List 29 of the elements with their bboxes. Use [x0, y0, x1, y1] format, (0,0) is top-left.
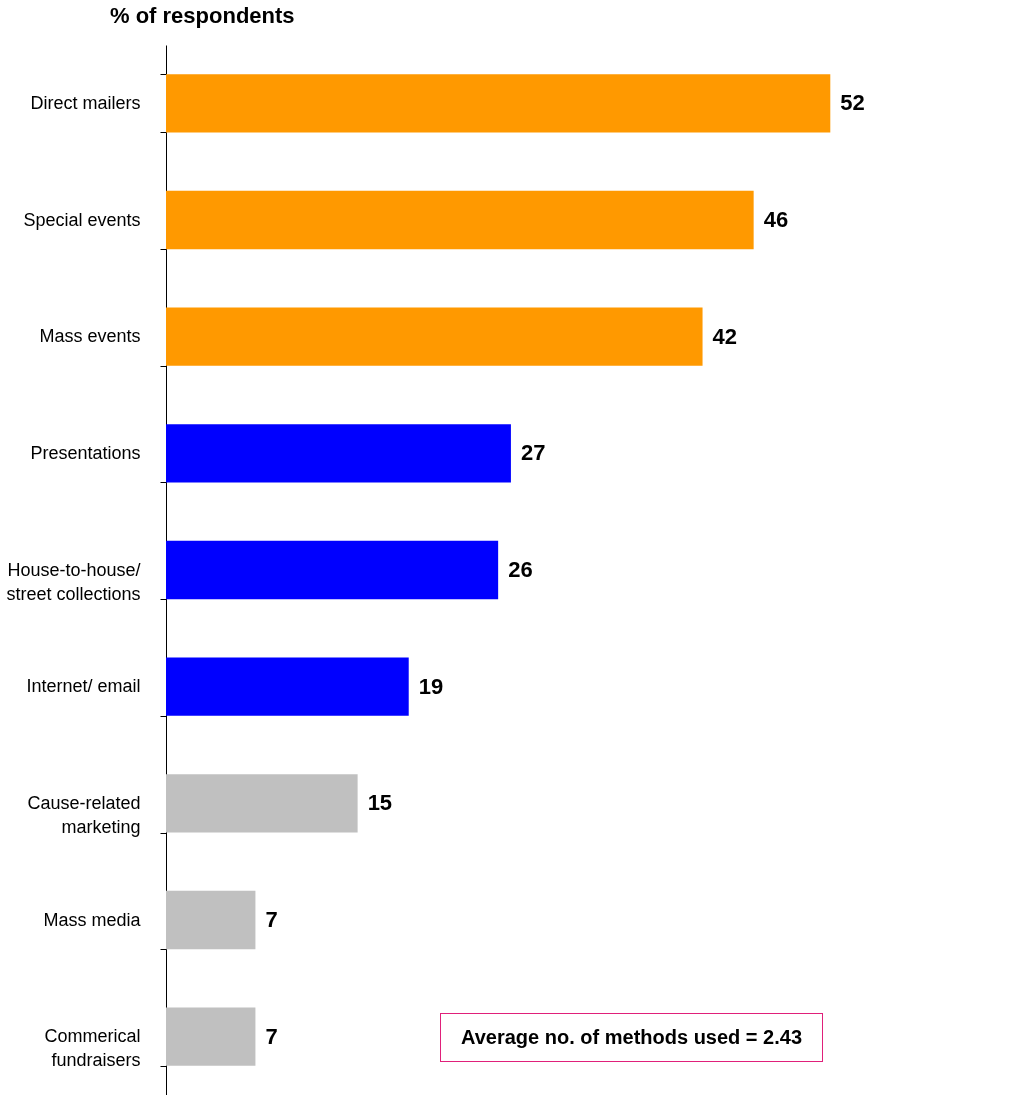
y-tick-label: Internet/ email	[26, 676, 141, 697]
y-tick-label: Direct mailers	[30, 92, 141, 113]
data-label: 46	[763, 207, 789, 232]
bar	[166, 774, 358, 833]
bar	[166, 307, 703, 366]
data-label: 27	[520, 440, 546, 466]
bar	[166, 540, 499, 600]
bar	[166, 424, 511, 483]
data-label: 7	[265, 1023, 278, 1049]
y-tick-label: Cause-related marketing	[27, 792, 141, 837]
data-label: 19	[418, 673, 444, 699]
y-tick-label: Mass media	[43, 909, 142, 930]
bar	[166, 190, 754, 250]
bar	[166, 657, 409, 716]
y-tick-label: Special events	[23, 209, 141, 230]
data-label: 42	[712, 323, 738, 349]
bar	[166, 74, 831, 133]
y-tick-label: Commerical fundraisers	[44, 1026, 141, 1071]
annotation: Average no. of methods used = 2.43	[440, 1013, 824, 1062]
y-tick-label: Mass events	[39, 326, 141, 347]
data-label: 26	[508, 557, 533, 582]
data-label: 15	[367, 790, 393, 816]
data-label: 52	[840, 90, 865, 116]
y-tick-label: Presentations	[30, 442, 141, 463]
y-tick-label: House-to-house/ street collections	[6, 559, 141, 604]
bar	[166, 890, 256, 950]
chart-title: % of respondents	[110, 3, 295, 28]
data-label: 7	[265, 907, 278, 932]
bar	[166, 1007, 256, 1066]
